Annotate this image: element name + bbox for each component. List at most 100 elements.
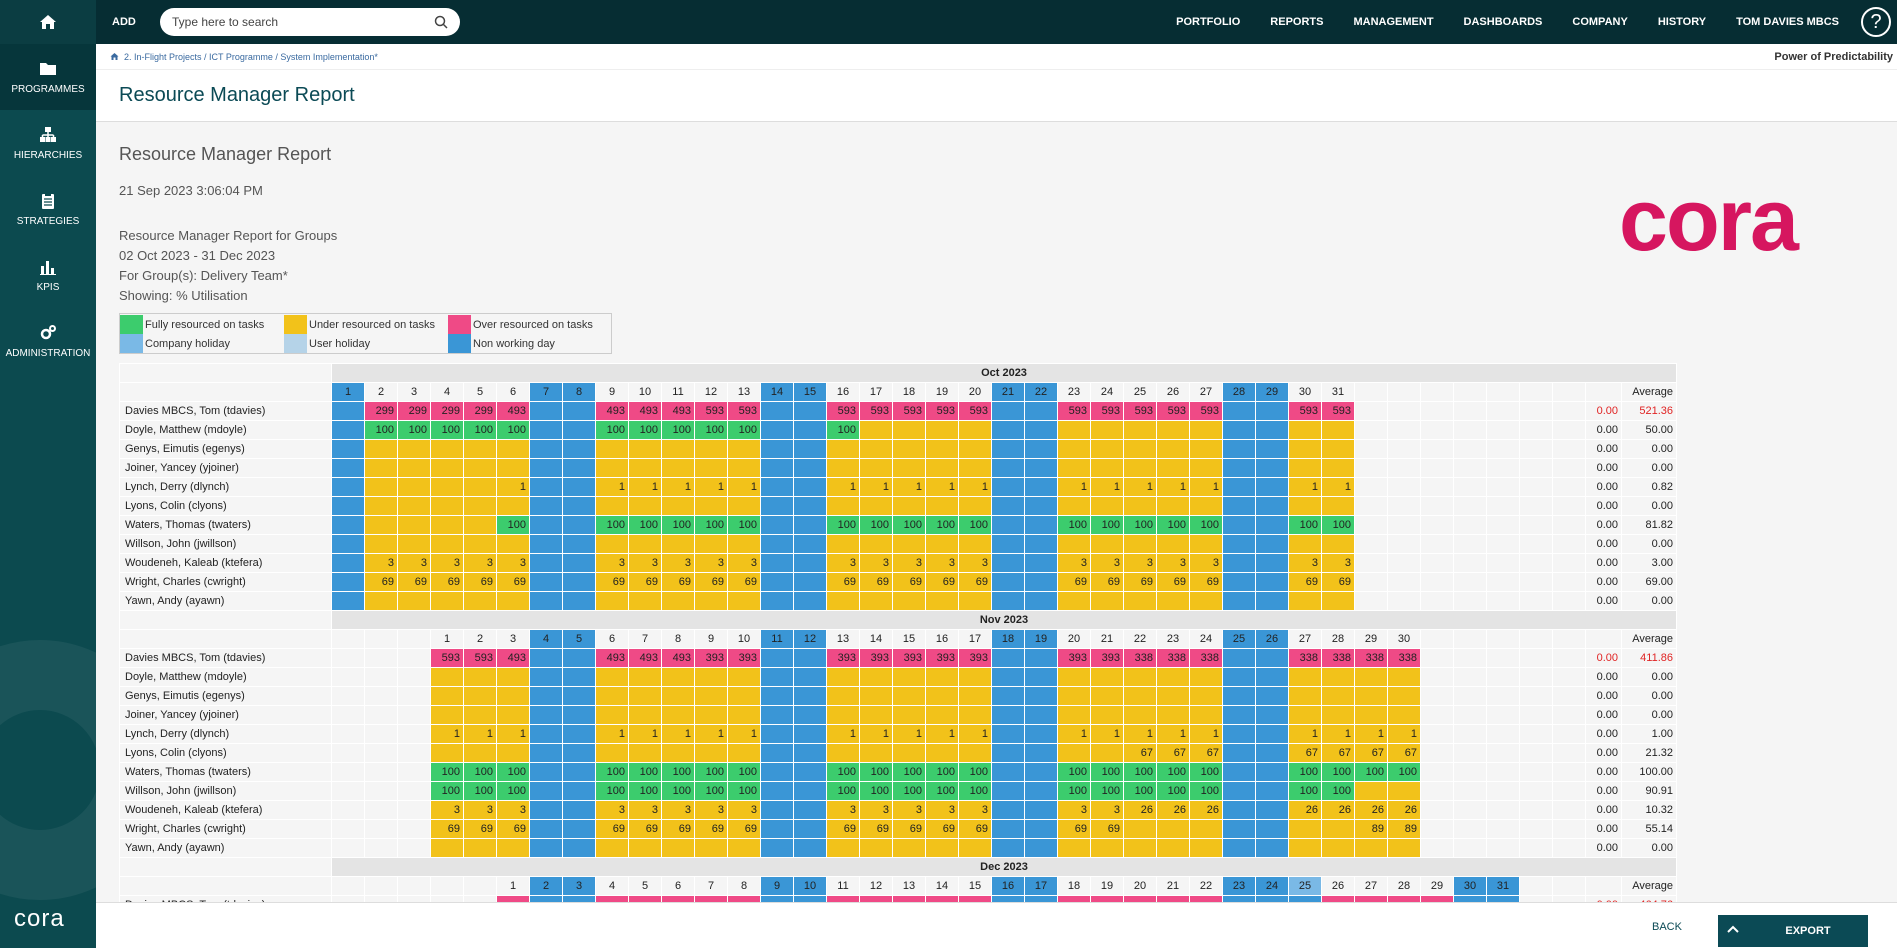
grid-cell bbox=[595, 591, 629, 611]
grid-cell bbox=[1189, 496, 1223, 516]
grid-cell bbox=[991, 420, 1025, 440]
grid-cell: 3 bbox=[1057, 800, 1091, 820]
grid-cell bbox=[1024, 762, 1058, 782]
grid-cell: 69 bbox=[430, 819, 464, 839]
home-button[interactable] bbox=[0, 0, 96, 44]
grid-cell bbox=[760, 553, 794, 573]
day-header: 27 bbox=[1354, 876, 1388, 896]
grid-cell: 100 bbox=[1189, 515, 1223, 535]
grid-cell bbox=[1387, 515, 1421, 535]
grid-cell bbox=[1354, 591, 1388, 611]
grid-cell bbox=[1519, 420, 1553, 440]
top-nav-dashboards[interactable]: DASHBOARDS bbox=[1463, 16, 1543, 28]
day-header: 4 bbox=[595, 876, 629, 896]
grid-cell: 493 bbox=[595, 401, 629, 421]
grid-cell bbox=[1420, 819, 1454, 839]
day-header: 9 bbox=[694, 629, 728, 649]
grid-cell bbox=[727, 534, 761, 554]
grid-cell: 1 bbox=[628, 724, 662, 744]
sidebar-item-administration[interactable]: ADMINISTRATION bbox=[0, 308, 96, 374]
grid-cell bbox=[1288, 439, 1322, 459]
resource-name: Joiner, Yancey (yjoiner) bbox=[119, 705, 332, 725]
grid-cell: 26 bbox=[1189, 800, 1223, 820]
grid-cell bbox=[595, 534, 629, 554]
grid-cell bbox=[1222, 800, 1256, 820]
grid-cell: 100 bbox=[694, 762, 728, 782]
sidebar-item-hierarchies[interactable]: HIERARCHIES bbox=[0, 110, 96, 176]
grid-cell: 3 bbox=[364, 553, 398, 573]
day-header: 7 bbox=[529, 382, 563, 402]
search-icon[interactable] bbox=[434, 15, 448, 29]
grid-cell bbox=[1420, 553, 1454, 573]
export-button[interactable]: EXPORT bbox=[1718, 915, 1868, 947]
grid-cell bbox=[463, 686, 497, 706]
total-value: 0.00 bbox=[1585, 705, 1622, 725]
grid-cell bbox=[958, 743, 992, 763]
table-row: Waters, Thomas (twaters) 100 100 100 100 100 1… bbox=[119, 762, 1677, 782]
total-value: 0.00 bbox=[1585, 686, 1622, 706]
grid-cell: 69 bbox=[496, 572, 530, 592]
search-input[interactable] bbox=[172, 15, 434, 29]
resource-name: Yawn, Andy (ayawn) bbox=[119, 591, 332, 611]
table-row: Genys, Eimutis (egenys) 0.00 0.00 bbox=[119, 686, 1677, 706]
grid-cell bbox=[1057, 420, 1091, 440]
table-row: Doyle, Matthew (mdoyle) 100 100 100 100 100 10… bbox=[119, 420, 1677, 440]
grid-cell bbox=[1189, 534, 1223, 554]
grid-cell bbox=[331, 800, 365, 820]
grid-cell bbox=[1354, 686, 1388, 706]
blank-cell bbox=[1519, 876, 1553, 896]
top-nav-company[interactable]: COMPANY bbox=[1572, 16, 1628, 28]
sidebar-item-strategies[interactable]: STRATEGIES bbox=[0, 176, 96, 242]
grid-cell: 1 bbox=[496, 724, 530, 744]
grid-cell bbox=[1552, 515, 1586, 535]
hierarchy-icon bbox=[40, 126, 56, 142]
grid-cell bbox=[331, 667, 365, 687]
grid-cell: 100 bbox=[430, 420, 464, 440]
grid-cell bbox=[529, 515, 563, 535]
grid-cell bbox=[991, 800, 1025, 820]
grid-cell: 493 bbox=[496, 648, 530, 668]
add-button[interactable]: ADD bbox=[112, 16, 136, 28]
sidebar-item-programmes[interactable]: PROGRAMMES bbox=[0, 44, 96, 110]
blank-cell bbox=[397, 629, 431, 649]
breadcrumb[interactable]: 2. In-Flight Projects / ICT Programme / … bbox=[124, 51, 378, 62]
grid-cell bbox=[1321, 496, 1355, 516]
grid-cell bbox=[826, 591, 860, 611]
top-nav-history[interactable]: HISTORY bbox=[1657, 16, 1707, 28]
day-header: 31 bbox=[1321, 382, 1355, 402]
grid-cell bbox=[1552, 458, 1586, 478]
grid-cell: 299 bbox=[364, 401, 398, 421]
grid-cell bbox=[397, 743, 431, 763]
top-nav-portfolio[interactable]: PORTFOLIO bbox=[1176, 16, 1241, 28]
top-nav-tom-davies-mbcs[interactable]: TOM DAVIES MBCS bbox=[1736, 16, 1839, 28]
blank-cell bbox=[1552, 629, 1586, 649]
grid-cell bbox=[331, 534, 365, 554]
grid-cell bbox=[430, 591, 464, 611]
help-button[interactable]: ? bbox=[1861, 7, 1891, 37]
blank-cell bbox=[430, 876, 464, 896]
home-icon[interactable] bbox=[110, 52, 119, 61]
day-header: 21 bbox=[1090, 629, 1124, 649]
grid-cell bbox=[595, 705, 629, 725]
grid-cell bbox=[331, 496, 365, 516]
grid-cell bbox=[760, 534, 794, 554]
top-nav-reports[interactable]: REPORTS bbox=[1270, 16, 1324, 28]
grid-cell bbox=[595, 838, 629, 858]
grid-cell: 393 bbox=[727, 648, 761, 668]
grid-cell: 100 bbox=[694, 781, 728, 801]
grid-cell bbox=[1519, 401, 1553, 421]
grid-cell: 1 bbox=[1189, 724, 1223, 744]
day-header: 4 bbox=[430, 382, 464, 402]
grid-cell bbox=[1222, 762, 1256, 782]
sidebar-item-kpis[interactable]: KPIS bbox=[0, 242, 96, 308]
grid-cell: 100 bbox=[826, 515, 860, 535]
top-nav-management[interactable]: MANAGEMENT bbox=[1353, 16, 1434, 28]
average-value: 0.00 bbox=[1621, 439, 1677, 459]
back-button[interactable]: BACK bbox=[1652, 921, 1682, 933]
legend-swatch bbox=[448, 334, 471, 353]
grid-cell bbox=[1453, 667, 1487, 687]
legend-swatch bbox=[448, 315, 471, 334]
grid-cell: 69 bbox=[1156, 572, 1190, 592]
grid-cell bbox=[397, 534, 431, 554]
legend-item: Fully resourced on tasks bbox=[120, 315, 264, 334]
